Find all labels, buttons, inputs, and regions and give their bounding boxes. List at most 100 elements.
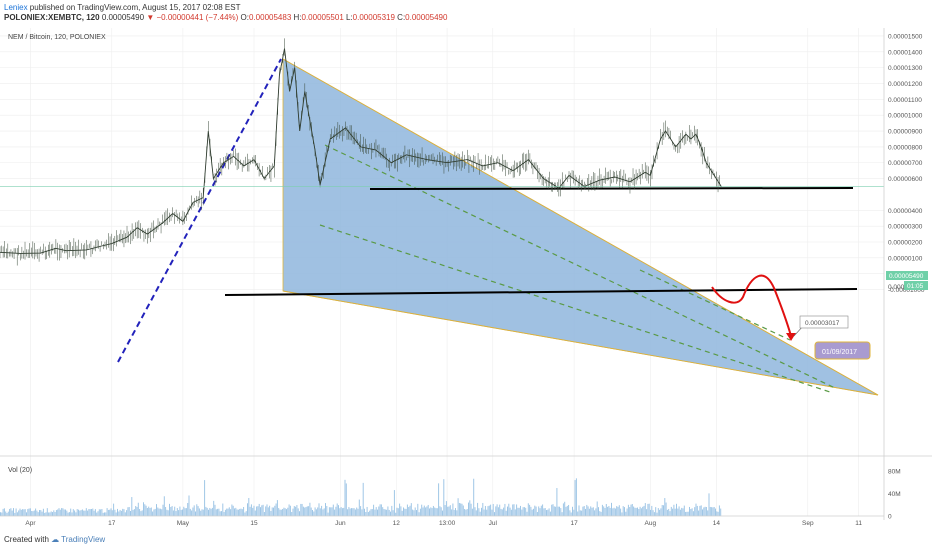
volume-bar — [50, 511, 52, 516]
volume-bar — [481, 507, 482, 516]
volume-bar — [565, 506, 567, 516]
volume-bar — [79, 510, 81, 516]
volume-bar — [261, 505, 263, 516]
volume-bar — [341, 508, 343, 516]
volume-bar — [448, 506, 450, 516]
volume-bar — [263, 512, 265, 516]
volume-bar — [509, 507, 511, 516]
volume-bar — [319, 508, 321, 516]
volume-bar — [113, 503, 115, 516]
author-link[interactable]: Leniex — [4, 3, 28, 12]
volume-bar — [16, 512, 18, 516]
tradingview-logo-icon: ☁ — [51, 535, 60, 544]
volume-bar — [219, 511, 221, 516]
volume-bar — [28, 508, 30, 516]
volume-bar — [501, 509, 503, 516]
volume-bar — [452, 503, 454, 516]
time-tick-label: 17 — [570, 520, 578, 527]
volume-bar — [123, 509, 125, 516]
volume-bar — [514, 509, 516, 516]
volume-bar — [638, 509, 640, 516]
volume-bar — [491, 509, 493, 516]
volume-bar — [379, 504, 381, 516]
volume-bar — [504, 503, 506, 516]
volume-bar — [296, 505, 298, 516]
volume-bar — [625, 511, 627, 516]
volume-bar — [523, 507, 525, 516]
volume-bar — [282, 508, 284, 516]
volume-bar — [364, 508, 365, 516]
volume-bar — [416, 510, 417, 516]
volume-bar — [83, 510, 85, 516]
volume-bar — [678, 506, 680, 516]
volume-bar — [527, 503, 529, 516]
volume-bar — [91, 509, 92, 516]
volume-bar — [462, 505, 464, 516]
volume-bar — [299, 511, 300, 516]
volume-bar — [48, 512, 50, 516]
volume-bar — [343, 507, 345, 516]
volume-bar — [293, 506, 295, 516]
volume-bar — [535, 506, 537, 516]
volume-bar — [195, 511, 196, 516]
volume-bar — [334, 509, 336, 516]
volume-bar — [253, 505, 255, 516]
volume-bar — [413, 510, 415, 516]
volume-bar — [157, 507, 159, 516]
volume-bar — [608, 506, 610, 516]
volume-bar — [564, 501, 566, 516]
volume-bar — [488, 505, 490, 516]
volume-bar — [184, 508, 186, 516]
volume-bar — [278, 508, 280, 516]
volume-bar — [201, 509, 203, 516]
time-tick-label: Apr — [25, 520, 36, 527]
volume-bar — [191, 510, 193, 516]
volume-bar — [100, 509, 102, 516]
volume-bar — [221, 511, 222, 516]
volume-bar — [705, 507, 707, 516]
volume-bar — [503, 507, 505, 516]
volume-bar — [704, 506, 706, 516]
volume-bar — [327, 512, 329, 516]
open-label: O: — [240, 13, 249, 22]
volume-bar — [405, 508, 407, 516]
volume-bar — [115, 512, 117, 516]
volume-bar — [406, 504, 408, 516]
volume-bar — [553, 506, 555, 516]
volume-bar — [522, 507, 524, 516]
volume-bar — [624, 507, 625, 516]
volume-bar — [607, 506, 609, 516]
volume-bar — [500, 508, 502, 516]
volume-bar — [204, 480, 206, 516]
volume-bar — [351, 508, 352, 516]
volume-bar — [1, 512, 3, 516]
volume-bar — [140, 511, 142, 516]
volume-bar — [279, 509, 281, 516]
volume-bar — [179, 506, 181, 516]
volume-bar — [526, 511, 528, 516]
volume-bar — [357, 508, 359, 516]
volume-bar — [267, 507, 269, 516]
volume-bar — [118, 511, 120, 516]
volume-bar — [380, 504, 382, 516]
volume-bar — [577, 511, 579, 516]
volume-bar — [445, 501, 447, 516]
tradingview-brand[interactable]: TradingView — [61, 535, 106, 544]
volume-bar — [430, 507, 432, 516]
volume-bar — [162, 504, 164, 516]
time-tick-label: Aug — [645, 520, 657, 527]
volume-bar — [180, 509, 182, 516]
volume-bar — [581, 510, 583, 516]
volume-bar — [202, 509, 204, 516]
volume-bar — [260, 507, 261, 516]
volume-bar — [166, 509, 168, 516]
low-label: L: — [346, 13, 353, 22]
target-price-callout: 0.00003017 — [799, 315, 849, 329]
volume-bar — [513, 504, 515, 516]
volume-bar — [386, 509, 388, 516]
volume-bar — [395, 512, 397, 516]
target-date-badge: 01/09/2017 — [814, 341, 871, 360]
volume-bar — [234, 508, 235, 516]
volume-bar — [583, 505, 585, 516]
